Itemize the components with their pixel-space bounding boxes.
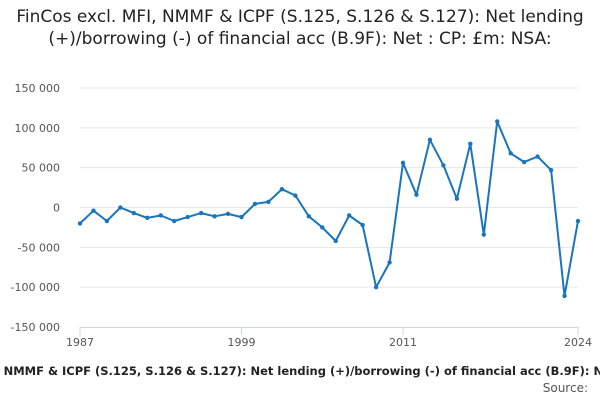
data-point[interactable] <box>266 199 271 205</box>
data-point[interactable] <box>158 213 163 218</box>
data-point[interactable] <box>91 208 96 213</box>
data-point[interactable] <box>495 119 500 124</box>
data-point[interactable] <box>427 137 433 142</box>
data-point[interactable] <box>172 218 177 224</box>
x-axis: 1987 1999 2011 2024 <box>66 327 592 349</box>
data-point[interactable] <box>481 232 486 237</box>
legend-label[interactable]: FinCos excl. MFI, NMMF & ICPF (S.125, S.… <box>0 364 600 378</box>
x-tick-label: 1999 <box>228 336 256 349</box>
data-point[interactable] <box>185 214 190 220</box>
data-point[interactable] <box>198 210 204 216</box>
data-point[interactable] <box>118 205 123 210</box>
y-tick-label: 0 <box>53 202 60 215</box>
data-point[interactable] <box>535 154 540 159</box>
data-point[interactable] <box>104 218 110 224</box>
y-tick-label: 50 000 <box>22 162 61 175</box>
data-point[interactable] <box>373 284 379 290</box>
y-tick-label: 100 000 <box>15 122 61 135</box>
data-point[interactable] <box>293 193 298 198</box>
x-tick-label: 2011 <box>389 336 417 349</box>
x-tick-label: 2024 <box>564 336 592 349</box>
data-point[interactable] <box>575 218 581 224</box>
data-point[interactable] <box>239 214 244 220</box>
data-point[interactable] <box>521 159 527 165</box>
y-tick-label: 150 000 <box>15 82 61 95</box>
data-point[interactable] <box>508 151 513 156</box>
x-tick-label: 1987 <box>66 336 94 349</box>
data-point[interactable] <box>306 214 312 219</box>
data-point[interactable] <box>562 293 567 299</box>
data-point[interactable] <box>212 214 217 219</box>
data-point[interactable] <box>320 225 325 230</box>
y-tick-label: -50 000 <box>18 241 60 254</box>
data-point[interactable] <box>279 186 285 192</box>
y-axis: 150 000 100 000 50 000 0 -50 000 -100 000 -150… <box>11 82 60 334</box>
series-line[interactable] <box>79 120 579 297</box>
data-point[interactable] <box>360 222 365 228</box>
data-point[interactable] <box>225 211 231 217</box>
data-point[interactable] <box>333 238 338 244</box>
y-tick-label: -150 000 <box>11 321 60 334</box>
data-point[interactable] <box>548 167 554 173</box>
data-point[interactable] <box>131 210 137 216</box>
data-point[interactable] <box>387 260 392 265</box>
gridlines <box>80 87 578 288</box>
data-point[interactable] <box>346 213 352 218</box>
data-point[interactable] <box>145 215 150 221</box>
y-tick-label: -100 000 <box>11 281 60 294</box>
data-point[interactable] <box>400 160 406 166</box>
series-plot <box>77 119 581 299</box>
data-point[interactable] <box>414 192 419 197</box>
data-point[interactable] <box>468 141 473 146</box>
data-point[interactable] <box>454 196 460 201</box>
data-point[interactable] <box>77 221 83 226</box>
data-point[interactable] <box>252 201 258 207</box>
credits-source[interactable]: Source: <box>543 381 588 395</box>
chart-title: FinCos excl. MFI, NMMF & ICPF (S.125, S.… <box>16 7 584 49</box>
data-point[interactable] <box>441 163 446 168</box>
